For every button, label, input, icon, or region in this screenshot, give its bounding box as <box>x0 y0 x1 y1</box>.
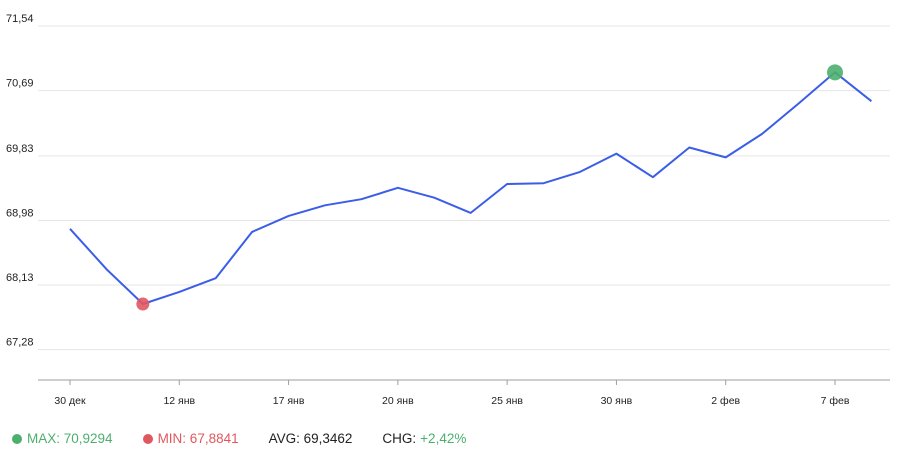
marker-group <box>136 64 843 311</box>
avg-stat: AVG: 69,3462 <box>269 431 353 446</box>
avg-value: AVG: 69,3462 <box>268 431 353 446</box>
max-dot-icon <box>12 433 22 444</box>
min-value: MIN: 67,8841 <box>157 431 239 446</box>
y-tick-label: 69,83 <box>6 143 34 155</box>
max-point-marker <box>827 64 843 81</box>
y-tick-label: 71,54 <box>6 13 34 25</box>
y-axis: 71,54 70,69 69,83 68,98 68,13 67,28 <box>6 13 34 349</box>
min-dot-icon <box>142 433 153 444</box>
x-tick-label: 7 фев <box>821 395 850 407</box>
y-tick-label: 68,13 <box>6 272 34 284</box>
x-tick-label: 12 янв <box>163 395 195 407</box>
x-tick-label: 2 фев <box>711 395 740 407</box>
series-line <box>69 71 873 305</box>
chg-label: CHG: <box>382 431 417 446</box>
series-group <box>69 71 873 305</box>
chg-value: +2,42% <box>420 431 467 446</box>
x-axis: 30 дек 12 янв 17 янв 20 янв 25 янв 30 янв 2 фе… <box>38 379 890 407</box>
x-tick-label: 30 янв <box>601 395 633 407</box>
chg-stat: CHG: +2,42% <box>382 431 466 446</box>
line-chart: 71,54 70,69 69,83 68,98 68,13 67,28 30 дек 12 … <box>6 13 890 407</box>
grid-lines <box>38 25 890 351</box>
x-tick-label: 25 янв <box>491 395 523 407</box>
x-tick-label: 17 янв <box>273 395 305 407</box>
y-tick-label: 70,69 <box>6 78 34 90</box>
y-tick-label: 67,28 <box>6 337 34 349</box>
y-tick-label: 68,98 <box>6 207 34 219</box>
min-stat: MIN: 67,8841 <box>142 431 239 446</box>
stats-bar: MAX: 70,9294 MIN: 67,8841 AVG: 69,3462 C… <box>12 431 496 446</box>
min-point-marker <box>136 297 150 311</box>
max-value: MAX: 70,9294 <box>27 431 113 446</box>
x-tick-label: 20 янв <box>382 395 414 407</box>
x-tick-label: 30 дек <box>54 395 86 407</box>
max-stat: MAX: 70,9294 <box>12 431 113 446</box>
